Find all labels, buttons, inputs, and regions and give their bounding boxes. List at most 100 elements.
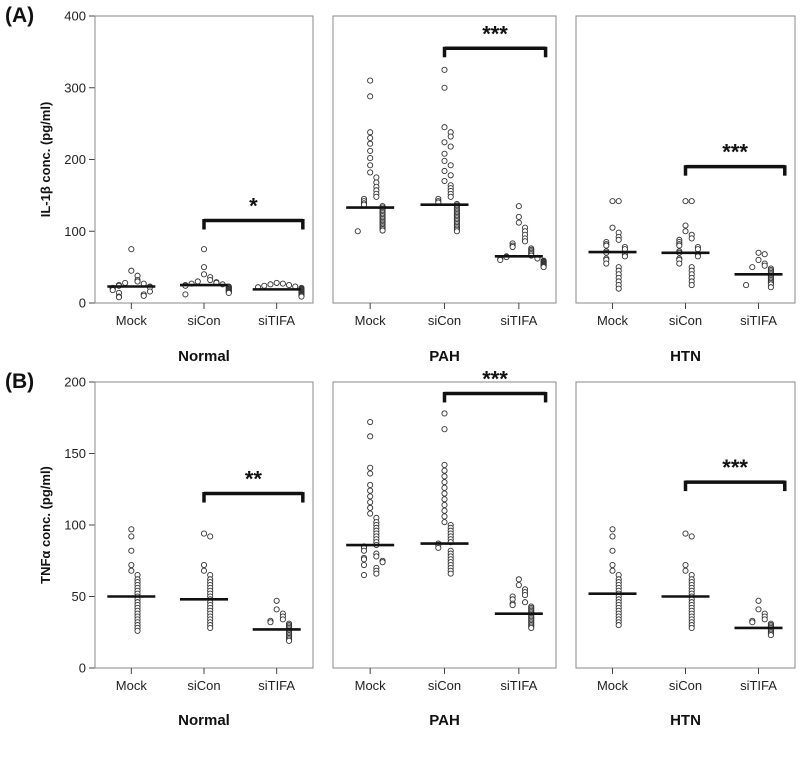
data-point: [367, 510, 374, 517]
data-point: [200, 530, 208, 537]
significance-label: ***: [722, 455, 748, 480]
data-point: [261, 282, 268, 289]
data-point: [441, 150, 448, 157]
series-sicon: [180, 530, 228, 632]
panel-label: (A): [5, 4, 34, 27]
data-point: [367, 134, 374, 142]
data-point: [609, 526, 616, 533]
data-point: [273, 597, 280, 604]
data-point: [603, 242, 610, 249]
group-pah: Mock siCon siTIFA PAH ***: [332, 15, 557, 365]
series-sitifa: [494, 203, 547, 271]
data-point: [441, 426, 448, 433]
series-sicon: [180, 246, 232, 298]
y-tick-label: 400: [64, 9, 86, 24]
data-point: [441, 84, 448, 91]
data-point: [682, 567, 689, 574]
series-mock: [107, 246, 156, 301]
data-point: [749, 619, 756, 626]
data-point: [761, 251, 768, 258]
y-tick-label: 300: [64, 80, 86, 95]
data-point: [609, 547, 616, 554]
data-point: [682, 561, 689, 569]
data-point: [367, 487, 374, 494]
data-point: [146, 288, 153, 295]
data-point: [521, 238, 529, 245]
data-point: [367, 155, 374, 162]
data-point: [128, 526, 135, 533]
data-point: [540, 264, 547, 271]
data-point: [267, 619, 274, 626]
y-tick-label: 150: [64, 446, 86, 461]
data-point: [367, 481, 374, 489]
series-mock: [107, 526, 156, 634]
data-point: [609, 224, 616, 231]
series-sicon: [420, 66, 469, 235]
series-sitifa: [252, 597, 301, 644]
data-point: [115, 294, 122, 301]
data-point: [279, 616, 286, 623]
data-point: [694, 246, 701, 253]
data-point: [373, 174, 380, 181]
series-sicon: [661, 198, 710, 289]
data-point: [509, 243, 516, 251]
data-point: [441, 461, 448, 468]
group-pah: Mock siCon siTIFA PAH ***: [332, 366, 557, 729]
data-point: [755, 256, 762, 264]
data-point: [441, 519, 448, 526]
series-mock: [346, 77, 395, 235]
significance-label: ***: [722, 140, 748, 165]
x-tick-label: Mock: [355, 313, 387, 328]
data-point: [367, 169, 374, 176]
data-point: [286, 282, 293, 289]
data-point: [609, 533, 616, 540]
group-label: HTN: [670, 712, 701, 729]
data-point: [128, 267, 135, 274]
panel-label: (B): [5, 370, 34, 393]
data-point: [367, 77, 374, 84]
group-label: PAH: [429, 348, 460, 365]
data-point: [609, 561, 616, 569]
data-point: [515, 582, 522, 589]
group-label: Normal: [178, 348, 230, 365]
data-point: [761, 616, 768, 623]
data-point: [441, 513, 448, 520]
data-point: [207, 624, 214, 632]
significance-label: ***: [482, 366, 508, 391]
data-point: [298, 293, 305, 300]
data-point: [515, 213, 522, 220]
y-tick-label: 100: [64, 224, 86, 239]
data-point: [182, 291, 189, 298]
x-tick-label: siTIFA: [740, 313, 777, 328]
data-point: [453, 228, 460, 235]
x-tick-label: siCon: [428, 313, 461, 328]
data-point: [743, 282, 750, 289]
data-point: [767, 632, 774, 639]
data-point: [515, 576, 522, 583]
data-point: [367, 418, 374, 426]
y-tick-label: 0: [79, 661, 86, 676]
data-point: [441, 507, 448, 514]
series-sitifa: [494, 576, 543, 632]
data-point: [354, 228, 361, 235]
plot-frame: [94, 15, 314, 304]
x-tick-label: Mock: [116, 313, 148, 328]
data-point: [207, 276, 214, 284]
data-point: [367, 433, 374, 440]
series-mock: [588, 526, 637, 629]
data-point: [367, 499, 374, 506]
data-point: [360, 561, 368, 569]
panel-a: (A) IL-1β conc. (pg/ml) 0 100 200 300 400 Mock s…: [5, 4, 796, 365]
data-point: [225, 289, 232, 297]
data-point: [128, 567, 135, 574]
data-point: [200, 561, 208, 569]
data-point: [528, 624, 535, 632]
data-point: [447, 133, 454, 140]
data-point: [694, 253, 701, 260]
data-point: [360, 572, 368, 579]
x-tick-label: siTIFA: [500, 313, 537, 328]
data-point: [279, 280, 286, 287]
series-sitifa: [734, 597, 783, 639]
data-point: [367, 140, 374, 147]
